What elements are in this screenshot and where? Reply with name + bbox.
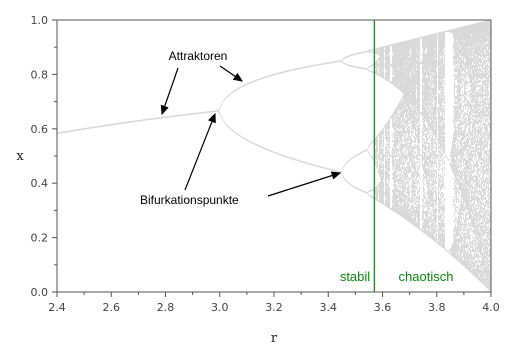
x-tick-label: 3.8 [428, 301, 446, 314]
label-chaotisch: chaotisch [399, 269, 454, 284]
arrow-bifurkation-left [184, 112, 216, 191]
x-tick-label: 2.8 [157, 301, 175, 314]
x-tick-label: 4.0 [482, 301, 500, 314]
y-axis-label: x [16, 149, 24, 164]
plot-background [57, 20, 491, 292]
y-tick-label: 0.6 [31, 123, 49, 136]
x-tick-label: 2.6 [103, 301, 121, 314]
annotation-attraktoren: Attraktoren [169, 49, 228, 63]
arrow-attraktoren-left [160, 67, 179, 116]
x-tick-label: 3.4 [320, 301, 338, 314]
x-tick-label: 3.2 [265, 301, 283, 314]
annotation-bifurkationspunkte: Bifurkationspunkte [140, 193, 239, 207]
y-tick-label: 1.0 [31, 14, 49, 27]
arrow-bifurkation-right [267, 171, 342, 197]
y-axis-ticks: 0.0 0.2 0.4 0.6 0.8 1.0 [31, 14, 57, 299]
x-tick-label: 3.0 [211, 301, 229, 314]
x-tick-label: 3.6 [374, 301, 392, 314]
y-tick-label: 0.2 [31, 232, 49, 245]
x-tick-label: 2.4 [48, 301, 66, 314]
label-stabil: stabil [340, 269, 370, 284]
y-tick-label: 0.0 [31, 286, 49, 299]
arrow-attraktoren-right [219, 65, 243, 82]
y-tick-label: 0.4 [31, 177, 49, 190]
x-axis-label: r [271, 331, 278, 345]
x-axis-ticks: 2.4 2.6 2.8 3.0 3.2 3.4 3.6 3.8 4.0 [48, 292, 500, 314]
y-tick-label: 0.8 [31, 68, 49, 81]
